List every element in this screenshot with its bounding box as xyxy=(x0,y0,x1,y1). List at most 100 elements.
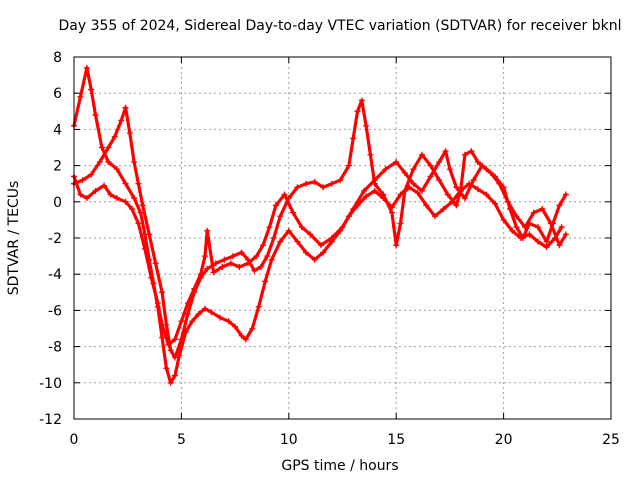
data-point-marker xyxy=(195,311,202,318)
x-tick-label: 10 xyxy=(280,432,298,448)
data-point-marker xyxy=(131,195,138,202)
data-point-marker xyxy=(453,184,460,191)
data-point-marker xyxy=(513,213,520,220)
data-point-marker xyxy=(504,198,511,205)
data-point-marker xyxy=(264,253,271,260)
data-point-marker xyxy=(418,151,425,158)
data-point-marker xyxy=(418,187,425,194)
data-point-marker xyxy=(227,260,234,267)
data-point-marker xyxy=(285,227,292,234)
data-point-marker xyxy=(98,144,105,151)
data-point-marker xyxy=(122,104,129,111)
data-point-marker xyxy=(178,336,185,343)
data-point-marker xyxy=(302,180,309,187)
y-tick-label: -12 xyxy=(39,412,62,428)
data-point-marker xyxy=(461,151,468,158)
data-point-marker xyxy=(401,187,408,194)
data-point-marker xyxy=(79,177,86,184)
data-point-marker xyxy=(363,193,370,200)
data-point-marker xyxy=(128,206,135,213)
axis-ticks xyxy=(73,56,612,420)
data-point-marker xyxy=(350,206,357,213)
x-axis-label: GPS time / hours xyxy=(281,458,398,474)
data-point-marker xyxy=(354,108,361,115)
data-point-marker xyxy=(262,278,269,285)
data-point-marker xyxy=(562,191,569,198)
data-point-marker xyxy=(126,130,133,137)
data-point-marker xyxy=(96,158,103,165)
data-point-marker xyxy=(171,336,178,343)
data-point-marker xyxy=(519,235,526,241)
data-point-marker xyxy=(410,166,417,173)
data-point-marker xyxy=(328,180,335,187)
data-point-marker xyxy=(277,213,284,220)
data-point-marker xyxy=(500,216,507,223)
data-point-marker xyxy=(468,148,475,155)
data-point-marker xyxy=(487,169,494,176)
data-point-marker xyxy=(255,303,262,310)
data-point-marker xyxy=(167,347,174,354)
data-point-marker xyxy=(397,220,404,227)
data-point-marker xyxy=(159,321,166,328)
data-point-marker xyxy=(251,267,258,274)
data-point-marker xyxy=(539,206,546,213)
data-point-marker xyxy=(238,249,245,256)
data-point-marker xyxy=(266,224,273,231)
data-point-marker xyxy=(277,238,284,245)
data-point-marker xyxy=(238,332,245,339)
data-point-marker xyxy=(509,227,516,234)
y-tick-label: 4 xyxy=(53,122,62,138)
grid-lines xyxy=(74,57,611,419)
data-point-marker xyxy=(135,180,142,187)
data-point-marker xyxy=(268,256,275,263)
data-point-marker xyxy=(307,231,314,238)
data-point-marker xyxy=(208,309,215,316)
x-tick-label: 20 xyxy=(495,432,513,448)
data-point-marker xyxy=(345,162,352,169)
data-point-marker xyxy=(270,235,277,241)
data-point-marker xyxy=(393,242,400,249)
data-point-marker xyxy=(496,180,503,187)
y-tick-label: 0 xyxy=(53,195,62,211)
data-point-marker xyxy=(77,191,84,198)
data-point-marker xyxy=(281,191,288,198)
data-point-marker xyxy=(92,187,99,194)
data-point-marker xyxy=(436,158,443,165)
chart-title: Day 355 of 2024, Sidereal Day-to-day VTE… xyxy=(59,18,622,34)
data-point-marker xyxy=(311,178,318,185)
data-point-marker xyxy=(137,209,144,216)
y-tick-label: 6 xyxy=(53,86,62,102)
data-point-marker xyxy=(171,354,178,361)
data-point-marker xyxy=(113,166,120,173)
data-point-marker xyxy=(513,224,520,231)
data-point-marker xyxy=(453,202,460,209)
data-point-marker xyxy=(135,220,142,227)
data-point-marker xyxy=(337,177,344,184)
data-point-marker xyxy=(360,187,367,194)
data-point-marker xyxy=(534,224,541,231)
data-point-marker xyxy=(311,256,318,263)
y-tick-label: -6 xyxy=(48,303,62,319)
data-point-marker xyxy=(397,191,404,198)
x-tick-label: 25 xyxy=(602,432,620,448)
data-point-marker xyxy=(229,253,236,260)
data-point-marker xyxy=(105,144,112,151)
data-point-marker xyxy=(290,209,297,216)
data-point-marker xyxy=(556,242,563,249)
data-point-marker xyxy=(320,184,327,191)
y-tick-label: -8 xyxy=(48,340,62,356)
y-tick-label: 2 xyxy=(53,159,62,175)
data-point-marker xyxy=(191,285,198,292)
data-point-marker xyxy=(470,177,477,184)
data-point-marker xyxy=(204,265,211,272)
data-point-marker xyxy=(163,365,170,372)
data-point-marker xyxy=(189,318,196,325)
data-point-marker xyxy=(294,238,301,245)
data-point-marker xyxy=(436,177,443,184)
data-point-marker xyxy=(328,235,335,241)
data-point-marker xyxy=(101,182,108,189)
data-point-marker xyxy=(446,166,453,173)
x-tick-label: 5 xyxy=(177,432,186,448)
data-point-marker xyxy=(530,209,537,216)
